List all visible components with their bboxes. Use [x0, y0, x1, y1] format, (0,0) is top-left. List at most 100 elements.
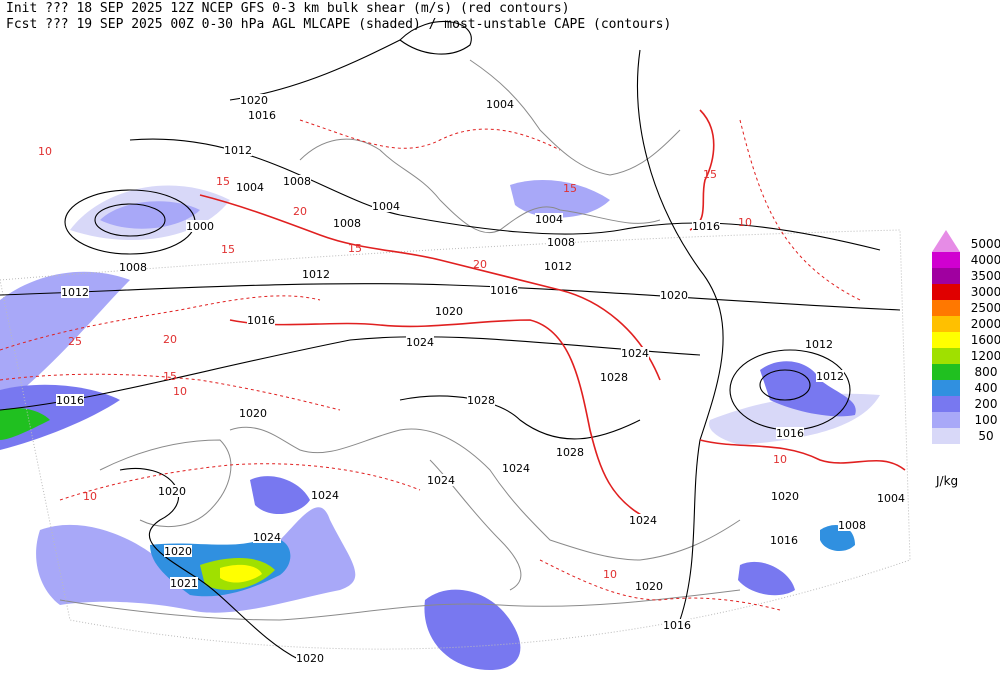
- isobar-label: 1012: [302, 268, 330, 281]
- shear-label: 20: [163, 333, 177, 346]
- isobar-label: 1020: [435, 305, 463, 318]
- isobar-label: 1024: [629, 514, 657, 527]
- shear-contours: [0, 109, 906, 611]
- shear-label: 10: [773, 453, 787, 466]
- shear-label: 15: [163, 370, 177, 383]
- label-bg: [502, 462, 530, 474]
- isobar-label: 1004: [236, 181, 264, 194]
- label-bg: [770, 534, 798, 546]
- shear-label: 25: [68, 335, 82, 348]
- legend-swatch: [932, 316, 960, 332]
- isobar-label: 1020: [660, 289, 688, 302]
- isobar-label: 1016: [770, 534, 798, 547]
- coastline: [299, 138, 661, 234]
- label-bg: [816, 370, 844, 382]
- legend-swatch: [932, 364, 960, 380]
- label-bg: [629, 514, 657, 526]
- isobar: [94, 203, 166, 237]
- shear-label: 20: [293, 205, 307, 218]
- label-bg: [186, 220, 214, 232]
- legend-label: 100: [975, 413, 998, 427]
- label-bg: [296, 652, 324, 664]
- isobar-label: 1008: [838, 519, 866, 532]
- isobars: [0, 20, 901, 661]
- label-bg: [61, 286, 89, 298]
- shear-label: 10: [173, 385, 187, 398]
- isobar-label: 1020: [635, 580, 663, 593]
- isobar-label: 1024: [502, 462, 530, 475]
- header-line: Fcst ??? 19 SEP 2025 00Z 0-30 hPa AGL ML…: [6, 17, 671, 32]
- isobar-label: 1024: [427, 474, 455, 487]
- label-bg: [247, 314, 275, 326]
- shear-label: 15: [348, 242, 362, 255]
- shear-contour: [689, 109, 715, 231]
- isobar-label: 1016: [776, 427, 804, 440]
- legend-label: 400: [975, 381, 998, 395]
- isobar-label: 1028: [467, 394, 495, 407]
- label-bg: [333, 217, 361, 229]
- cape-area: [100, 201, 200, 229]
- isobar: [0, 336, 701, 411]
- isobar-label: 1024: [311, 489, 339, 502]
- label-bg: [805, 338, 833, 350]
- legend-label: 800: [975, 365, 998, 379]
- label-bg: [635, 580, 663, 592]
- label-bg: [435, 305, 463, 317]
- label-bg: [311, 489, 339, 501]
- cape-area: [220, 564, 262, 583]
- cape-legend: 5000 4000 3500 3000 2500 2000 1600 1200 800 400 20…: [932, 230, 1000, 444]
- label-bg: [877, 492, 905, 504]
- shear-contour: [0, 295, 321, 351]
- isobar: [636, 49, 724, 621]
- legend-swatch: [932, 396, 960, 412]
- label-bg: [547, 236, 575, 248]
- legend-label: 1200: [971, 349, 1000, 363]
- isobar-label: 1016: [247, 314, 275, 327]
- label-bg: [467, 394, 495, 406]
- shear-label: 15: [703, 168, 717, 181]
- legend-label: 1600: [971, 333, 1000, 347]
- legend-swatch: [932, 348, 960, 364]
- isobar: [229, 39, 401, 101]
- isobar-label: 1016: [490, 284, 518, 297]
- label-bg: [535, 213, 563, 225]
- isobar-label: 1020: [296, 652, 324, 665]
- isobar-label: 1024: [406, 336, 434, 349]
- label-bg: [838, 519, 866, 531]
- isobar-label: 1012: [224, 144, 252, 157]
- label-bg: [692, 220, 720, 232]
- isobar-label: 1020: [240, 94, 268, 107]
- label-bg: [224, 144, 252, 156]
- label-bg: [164, 545, 192, 557]
- legend-swatch: [932, 412, 960, 428]
- legend-label: 4000: [971, 253, 1000, 267]
- cape-area: [0, 271, 130, 410]
- isobar: [399, 395, 641, 440]
- isobar-label: 1016: [56, 394, 84, 407]
- isobar: [129, 138, 881, 251]
- label-bg: [660, 289, 688, 301]
- label-bg: [776, 427, 804, 439]
- isobar-label: 1016: [663, 619, 691, 632]
- label-bg: [248, 109, 276, 121]
- shear-contour: [299, 119, 561, 151]
- isobar-label: 1016: [692, 220, 720, 233]
- isobar-label: 1008: [283, 175, 311, 188]
- shear-label: 10: [603, 568, 617, 581]
- isobar: [759, 369, 811, 401]
- shear-contour: [539, 559, 781, 611]
- cape-area: [760, 361, 856, 417]
- isobar-label: 1024: [621, 347, 649, 360]
- label-bg: [236, 181, 264, 193]
- coastline: [59, 589, 741, 621]
- cape-area: [0, 384, 120, 450]
- cape-area: [0, 408, 50, 440]
- label-bg: [544, 260, 572, 272]
- legend-swatch: [932, 332, 960, 348]
- label-bg: [486, 98, 514, 110]
- cape-area: [820, 525, 855, 552]
- isobar-label: 1020: [771, 490, 799, 503]
- shear-contour: [199, 194, 661, 381]
- legend-label: 3500: [971, 269, 1000, 283]
- label-bg: [600, 371, 628, 383]
